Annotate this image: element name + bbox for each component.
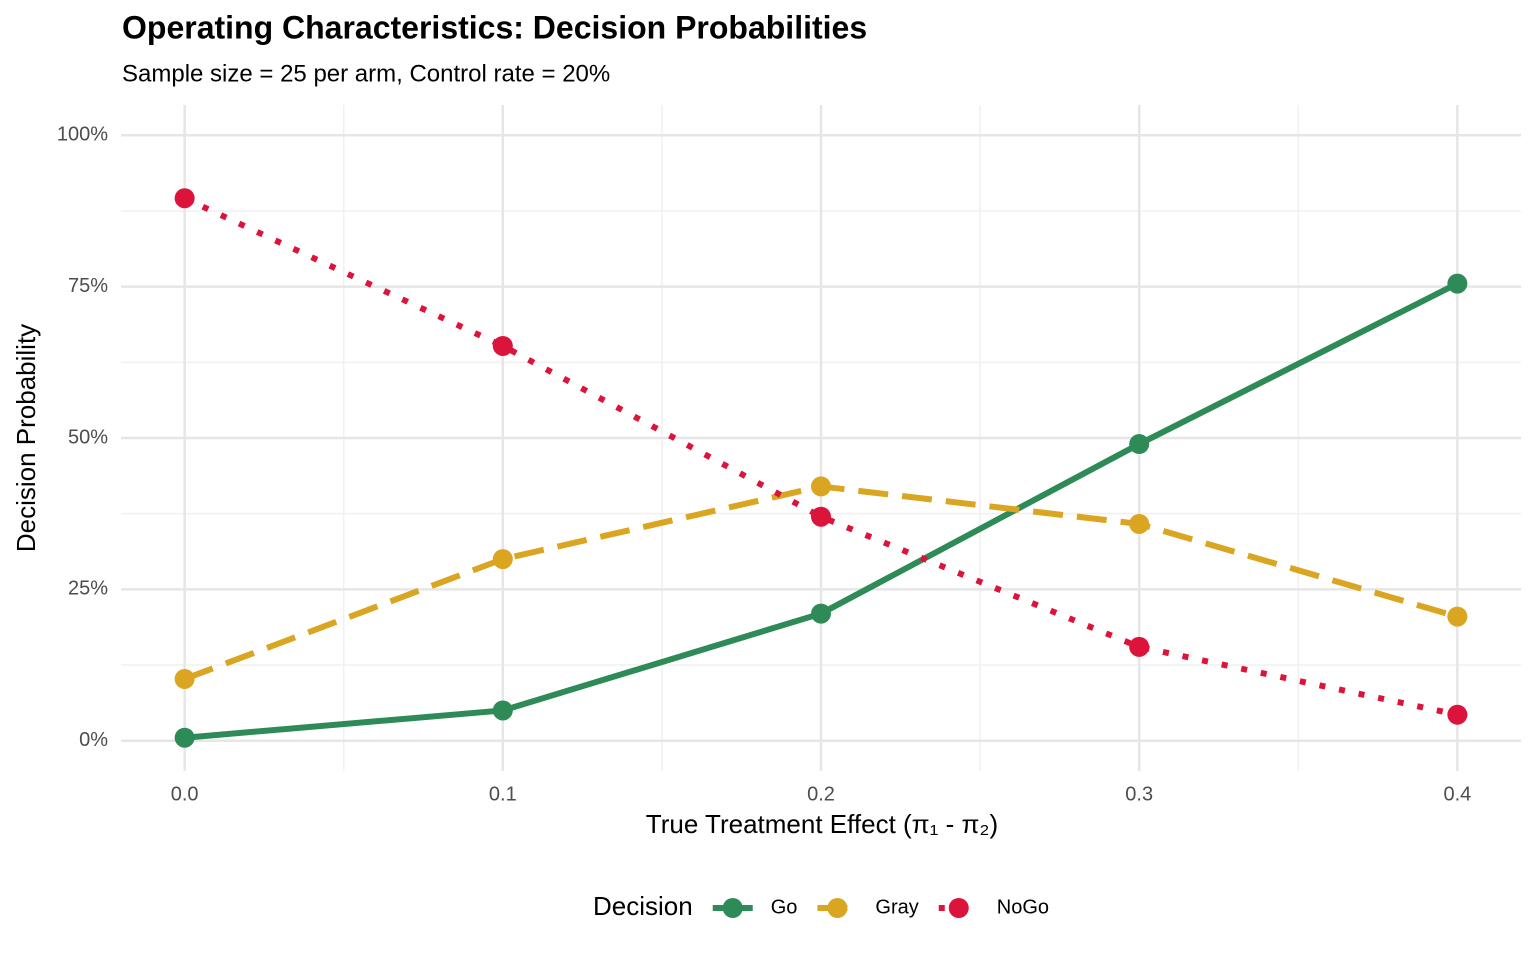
y-tick-label: 0%	[79, 729, 108, 751]
grid: 0% 25% 50% 75% 100% 0.0 0.1 0.2 0.3 0.4	[57, 105, 1521, 805]
x-tick-label: 0.4	[1443, 783, 1471, 805]
legend-item: Gray	[817, 896, 919, 918]
data-point	[174, 668, 195, 689]
data-point	[492, 335, 513, 356]
data-point	[1447, 273, 1468, 294]
series-line	[183, 195, 1458, 718]
data-point	[1447, 704, 1468, 725]
data-point	[811, 603, 831, 624]
y-tick-label: 50%	[68, 426, 108, 448]
x-tick-label: 0.0	[171, 783, 199, 805]
plot-area	[174, 188, 1468, 748]
legend-key-point	[722, 898, 743, 918]
data-point	[492, 700, 513, 721]
legend-item: Go	[712, 896, 798, 918]
x-tick-label: 0.2	[807, 783, 835, 805]
legend-key-point	[827, 898, 848, 918]
data-point	[174, 188, 195, 209]
legend-item: NoGo	[938, 896, 1049, 918]
legend-key-point	[948, 898, 969, 918]
x-tick-label: 0.1	[489, 783, 517, 805]
x-tick-label: 0.3	[1125, 783, 1153, 805]
data-point	[1447, 606, 1468, 627]
legend: Decision Go Gray NoGo	[593, 891, 1049, 921]
legend-label: Gray	[875, 896, 918, 918]
data-point	[174, 727, 195, 748]
y-tick-label: 100%	[57, 124, 108, 146]
y-axis-label: Decision Probability	[11, 324, 41, 552]
data-point	[492, 549, 513, 570]
chart-title: Operating Characteristics: Decision Prob…	[122, 9, 867, 45]
y-tick-label: 75%	[68, 275, 108, 297]
legend-label: Go	[771, 896, 798, 918]
data-point	[1129, 513, 1150, 534]
data-point	[1129, 434, 1150, 455]
y-tick-label: 25%	[68, 578, 108, 600]
legend-label: NoGo	[997, 896, 1049, 918]
x-axis-label: True Treatment Effect (π₁ - π₂)	[646, 809, 998, 839]
legend-title: Decision	[593, 891, 693, 921]
data-point	[1129, 636, 1150, 657]
chart-subtitle: Sample size = 25 per arm, Control rate =…	[122, 60, 610, 87]
data-point	[811, 506, 831, 527]
data-point	[811, 476, 831, 497]
